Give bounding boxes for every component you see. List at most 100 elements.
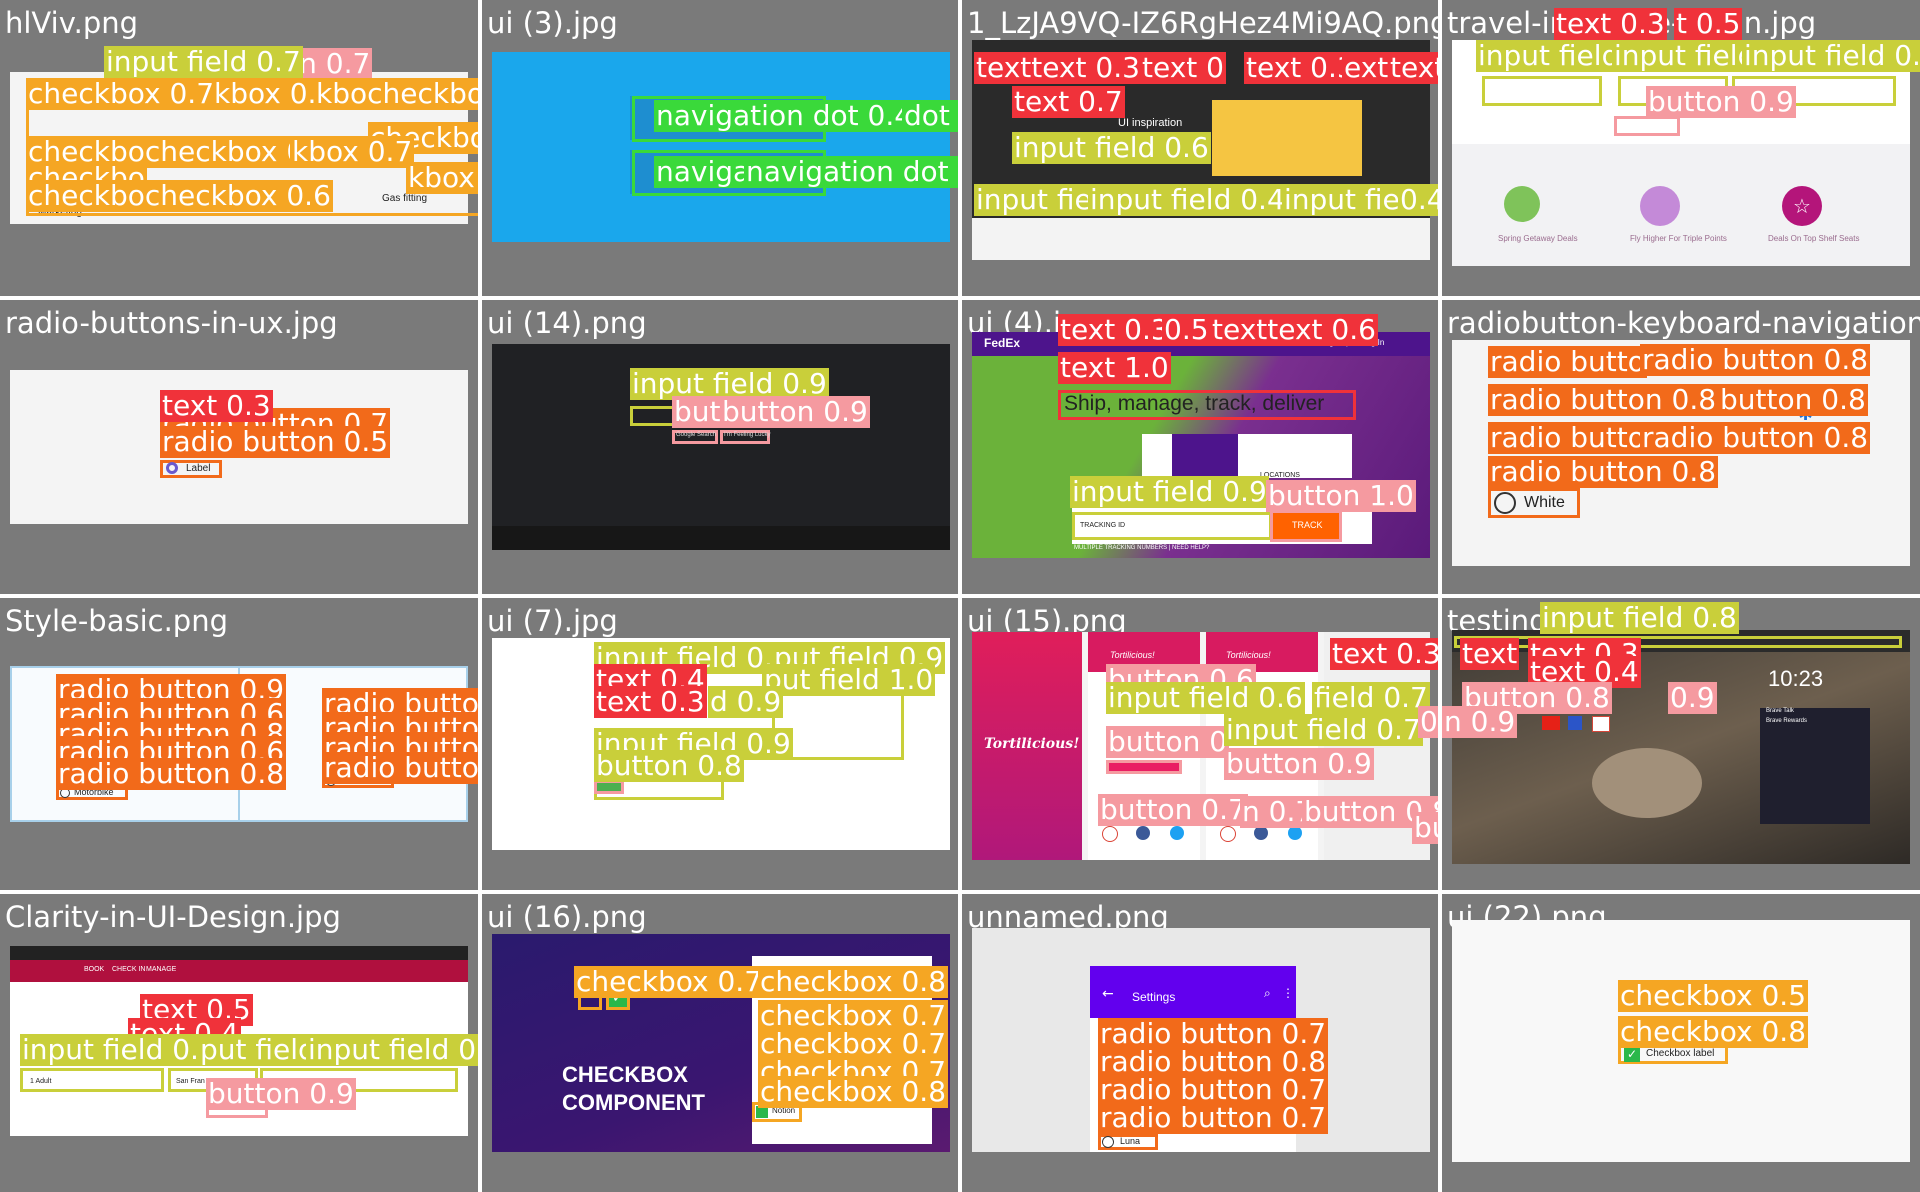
thumb-text: MANAGE (146, 966, 177, 973)
detection-label: radio button 0.8 (1488, 455, 1719, 488)
detection-label: radio butto (1488, 421, 1647, 454)
detection-label: put field (198, 1033, 318, 1066)
cell-unnamed: unnamed.png ← Settings ⌕ ⋮ Luna radio bu… (962, 894, 1438, 1192)
cell-ui7: ui (7).jpg input field 0.7 put field 0.9… (482, 598, 958, 890)
cell-title: hlViv.png (5, 6, 139, 40)
appbar-title: Settings (1132, 990, 1176, 1004)
more-vert-icon[interactable]: ⋮ (1282, 986, 1294, 1000)
clock-text: 10:23 (1768, 666, 1824, 691)
detection-label: text (1460, 637, 1520, 670)
cell-title: radiobutton-keyboard-navigation-m (1447, 306, 1920, 340)
detection-label: radio button 0.7 (1098, 1073, 1329, 1106)
cell-title: ui (7).jpg (487, 604, 618, 638)
thumb-rewards-panel (1760, 708, 1870, 824)
thumb-topbar (10, 946, 468, 960)
detection-box (20, 1068, 164, 1092)
cell-radio-keyboard: radiobutton-keyboard-navigation-m White … (1442, 300, 1920, 594)
detection-label: d 0.9 (708, 685, 784, 718)
detection-label: 0.4 (1398, 184, 1438, 216)
cell-title: radio-buttons-in-ux.jpg (5, 306, 338, 340)
cell-title: 1_LzJA9VQ-IZ6RgHez4Mi9AQ.png (967, 6, 1438, 40)
detection-label: button 0.8 (1718, 383, 1868, 416)
check-icon: ✓ (612, 990, 624, 1006)
thumb-text: Brave Rewards (1766, 718, 1808, 724)
hero-title: CHECKBOX (562, 1062, 688, 1087)
detection-label: 0.9 (1418, 706, 1438, 738)
thumb-illustration (1212, 100, 1362, 176)
radio-icon (1494, 492, 1516, 514)
google-icon[interactable] (1220, 826, 1236, 842)
checkbox-checked-icon[interactable] (756, 1106, 768, 1118)
google-icon[interactable] (1102, 826, 1118, 842)
detection-label: texttext 0.6 (1210, 313, 1378, 346)
twitter-icon[interactable] (1170, 826, 1184, 840)
cell-title: Clarity-in-UI-Design.jpg (5, 900, 341, 934)
thumb-text: MULTIPLE TRACKING NUMBERS | NEED HELP? (1074, 545, 1210, 551)
checkbox-checked-icon[interactable]: ✓ (1624, 1046, 1640, 1062)
thumb-text: Fly Higher For Triple Points (1630, 234, 1727, 243)
detection-label: texttext 0.3 (974, 51, 1142, 84)
cell-travel-virgin: travel-interface-virgin.jpg ☆ Spring Get… (1442, 0, 1920, 296)
detection-label: text 1.0 (1058, 351, 1171, 384)
detection-label: kbox 0.8 (406, 162, 478, 194)
cell-title: ui (3).jpg (487, 6, 618, 40)
radio-icon[interactable] (1102, 1136, 1114, 1148)
detection-label: button 0.9 (1412, 812, 1438, 844)
thumb-text: Motorbike (74, 787, 114, 797)
back-arrow-icon[interactable]: ← (1102, 986, 1114, 1002)
gmail-icon[interactable] (1592, 716, 1610, 732)
cell-title: Style-basic.png (5, 604, 229, 638)
hero-text: Ship, manage, track, deliver (1064, 392, 1325, 415)
detection-label: kbocheckbox 0.6 (314, 78, 478, 110)
thumb-text: Marketing (38, 207, 82, 218)
detection-label: kbox 0.7 (290, 135, 415, 168)
radio-label: White (1524, 494, 1565, 511)
detection-box (720, 430, 770, 444)
detection-label: input field 0.4 (1088, 183, 1287, 216)
facebook-icon[interactable] (1136, 826, 1150, 840)
facebook-icon[interactable] (1254, 826, 1268, 840)
detection-label: input field 0.8 (20, 1033, 219, 1066)
detection-label: radio butto (1488, 345, 1647, 378)
cell-title: ui (16).png (487, 900, 647, 934)
hero-title: COMPONENT (562, 1090, 705, 1115)
detection-label: text 0 (1140, 51, 1226, 84)
cell-style-basic: Style-basic.png Motorbike Motorbike radi… (0, 598, 478, 890)
thumb-nav (10, 960, 468, 982)
detection-box (1488, 488, 1580, 518)
thumb-appbar (1090, 966, 1296, 1018)
brand-logo: FedEx (984, 336, 1021, 350)
cell-ui4: ui (4).jpg FedEx Sign Up or Log In LOCAT… (962, 300, 1438, 594)
brave-icon[interactable] (1568, 716, 1582, 730)
detection-label: input field 0.8 (1540, 601, 1739, 634)
twitter-icon[interactable] (1288, 826, 1302, 840)
search-icon[interactable]: ⌕ (1264, 986, 1271, 1000)
detection-label: input field 0.9 (630, 367, 829, 400)
detection-label: put field 1.0 (762, 663, 936, 696)
track-button-text[interactable]: TRACK (1292, 520, 1323, 530)
detection-label: radio button 0.6 (322, 752, 478, 784)
detection-label: input fie (974, 183, 1094, 216)
detection-label: button 0.7 (1098, 793, 1248, 826)
detection-label: field 0.7 (1312, 681, 1430, 714)
star-icon: ☆ (1782, 186, 1822, 226)
detection-label: button 0 (1106, 725, 1230, 758)
detection-label: but (672, 395, 723, 428)
detection-label: radio button 0.8 (1488, 383, 1719, 416)
detection-label: input field 0.7 (1224, 713, 1423, 746)
detection-box (672, 430, 718, 444)
thumb-animal (1592, 748, 1702, 818)
thumb-text: LOCATIONS (1260, 472, 1300, 479)
detection-label: dot 0.7 (902, 100, 958, 132)
detection-label: button 0.9 (206, 1077, 356, 1110)
youtube-icon[interactable] (1542, 716, 1560, 730)
detection-label: button 0.9 (1646, 85, 1796, 118)
detection-label: button 0.8 (594, 749, 744, 782)
thumb-card-accent (1172, 434, 1238, 478)
detection-box (1454, 636, 1902, 648)
detection-label: radio button 0.7 (1098, 1017, 1329, 1050)
detection-label: navigation dot 0.4 (654, 99, 915, 132)
detection-label: radio button 0.8 (1640, 421, 1871, 454)
radio-icon (166, 462, 178, 474)
